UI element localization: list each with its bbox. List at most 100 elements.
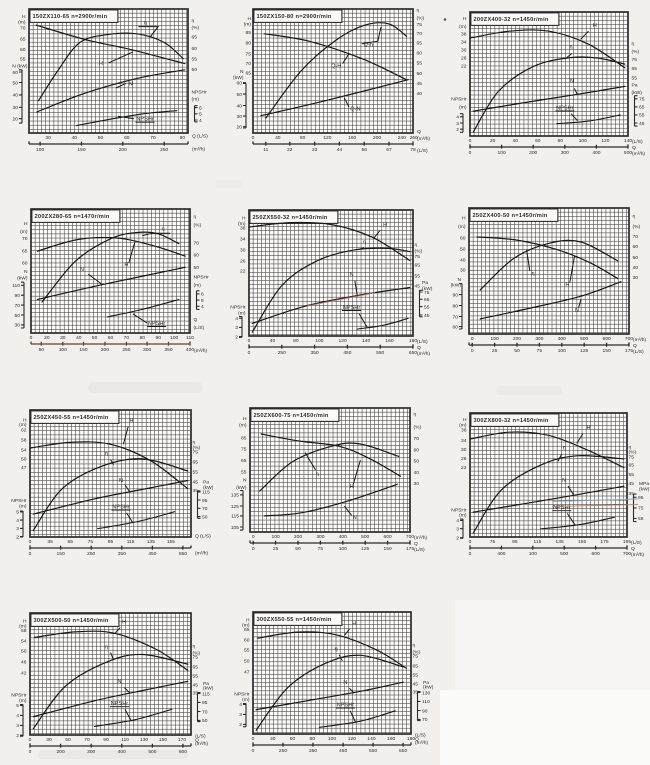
svg-text:75: 75 (537, 348, 543, 354)
svg-text:125: 125 (361, 546, 369, 552)
svg-text:100: 100 (272, 534, 280, 540)
svg-text:38: 38 (240, 226, 246, 232)
svg-text:0: 0 (252, 748, 255, 754)
svg-text:(m): (m) (238, 221, 246, 227)
svg-text:(L/S): (L/S) (195, 734, 206, 740)
svg-text:400: 400 (339, 534, 347, 540)
svg-text:75: 75 (424, 290, 430, 296)
svg-text:75: 75 (413, 654, 419, 660)
svg-text:Q (L/S): Q (L/S) (195, 534, 211, 540)
svg-text:(%): (%) (417, 15, 425, 21)
svg-text:700: 700 (623, 551, 631, 557)
svg-text:0: 0 (469, 551, 472, 557)
svg-text:50: 50 (21, 457, 27, 463)
svg-text:55: 55 (20, 57, 26, 63)
svg-text:0: 0 (248, 350, 251, 356)
svg-text:75: 75 (318, 546, 324, 552)
svg-text:N: N (457, 277, 461, 283)
svg-text:NPSHr: NPSHr (230, 304, 246, 310)
svg-text:45: 45 (417, 81, 423, 87)
svg-text:(L/S): (L/S) (194, 325, 205, 331)
svg-text:H: H (22, 14, 26, 20)
svg-text:75: 75 (417, 22, 423, 28)
svg-text:22: 22 (287, 147, 293, 153)
svg-text:250: 250 (87, 551, 95, 557)
svg-text:650: 650 (399, 748, 407, 754)
svg-text:60: 60 (535, 138, 541, 144)
svg-text:η: η (144, 20, 147, 26)
svg-text:(%): (%) (194, 222, 202, 228)
svg-text:(%): (%) (193, 445, 201, 451)
svg-text:Q-N: Q-N (350, 107, 360, 113)
svg-text:55: 55 (629, 472, 635, 478)
svg-text:3: 3 (16, 723, 19, 729)
svg-text:6: 6 (199, 105, 202, 111)
svg-text:30: 30 (414, 481, 420, 487)
svg-text:Pa: Pa (203, 681, 209, 687)
svg-text:75: 75 (629, 454, 635, 460)
svg-text:120: 120 (348, 736, 356, 742)
svg-text:Pa: Pa (203, 480, 209, 486)
svg-text:(kW): (kW) (233, 75, 244, 81)
svg-text:90: 90 (103, 737, 109, 743)
svg-text:60: 60 (124, 135, 130, 141)
svg-text:65: 65 (632, 66, 638, 72)
svg-text:H: H (246, 618, 250, 624)
svg-text:H: H (247, 16, 251, 22)
svg-text:4: 4 (239, 702, 242, 708)
svg-text:110: 110 (12, 283, 20, 289)
svg-text:300: 300 (535, 336, 543, 342)
svg-text:(kW): (kW) (451, 282, 462, 288)
svg-text:80: 80 (557, 138, 563, 144)
svg-text:120: 120 (601, 138, 609, 144)
svg-text:180: 180 (407, 736, 415, 742)
svg-text:60: 60 (192, 46, 198, 52)
svg-text:H: H (124, 262, 128, 268)
svg-text:0: 0 (29, 737, 32, 743)
svg-text:115: 115 (127, 539, 135, 545)
svg-text:600: 600 (603, 336, 611, 342)
svg-text:H: H (350, 484, 354, 490)
svg-text:26: 26 (240, 259, 246, 265)
svg-text:NPSHr: NPSHr (451, 97, 467, 103)
svg-text:Q: Q (194, 317, 198, 323)
svg-text:(L/S): (L/S) (631, 540, 642, 546)
svg-text:65: 65 (246, 71, 252, 77)
svg-text:110: 110 (121, 737, 129, 743)
svg-text:N (kW): N (kW) (12, 64, 28, 70)
svg-text:H: H (462, 216, 466, 222)
svg-text:(m): (m) (242, 623, 250, 629)
svg-text:170: 170 (178, 737, 186, 743)
svg-text:70: 70 (417, 31, 423, 37)
svg-text:50: 50 (192, 67, 198, 73)
svg-text:55: 55 (638, 516, 644, 522)
svg-text:(L/S): (L/S) (417, 339, 428, 345)
svg-text:(m): (m) (239, 423, 247, 429)
svg-text:η: η (632, 42, 635, 47)
svg-text:N: N (343, 680, 347, 686)
svg-text:(m): (m) (242, 697, 250, 703)
svg-text:600: 600 (384, 534, 392, 540)
svg-text:H: H (463, 417, 467, 423)
svg-text:40: 40 (414, 470, 420, 476)
svg-text:34: 34 (461, 438, 467, 444)
svg-text:Q: Q (632, 145, 636, 151)
svg-text:100: 100 (558, 348, 566, 354)
svg-text:N: N (570, 79, 574, 85)
svg-text:65: 65 (413, 664, 419, 670)
svg-text:(%): (%) (414, 424, 422, 430)
svg-text:50: 50 (414, 459, 420, 465)
svg-text:75: 75 (246, 51, 252, 57)
svg-text:H: H (586, 425, 590, 431)
svg-text:(m): (m) (238, 311, 246, 317)
svg-text:50: 50 (202, 718, 208, 724)
svg-text:65: 65 (22, 248, 28, 254)
svg-text:Pa: Pa (632, 82, 638, 88)
svg-text:Q (L/S): Q (L/S) (192, 134, 208, 140)
svg-text:70: 70 (150, 135, 156, 141)
svg-text:0: 0 (252, 546, 255, 552)
svg-text:(m³/h): (m³/h) (631, 552, 644, 558)
svg-text:60: 60 (414, 448, 420, 454)
svg-text:45: 45 (639, 121, 645, 127)
svg-text:(kW): (kW) (17, 276, 28, 282)
